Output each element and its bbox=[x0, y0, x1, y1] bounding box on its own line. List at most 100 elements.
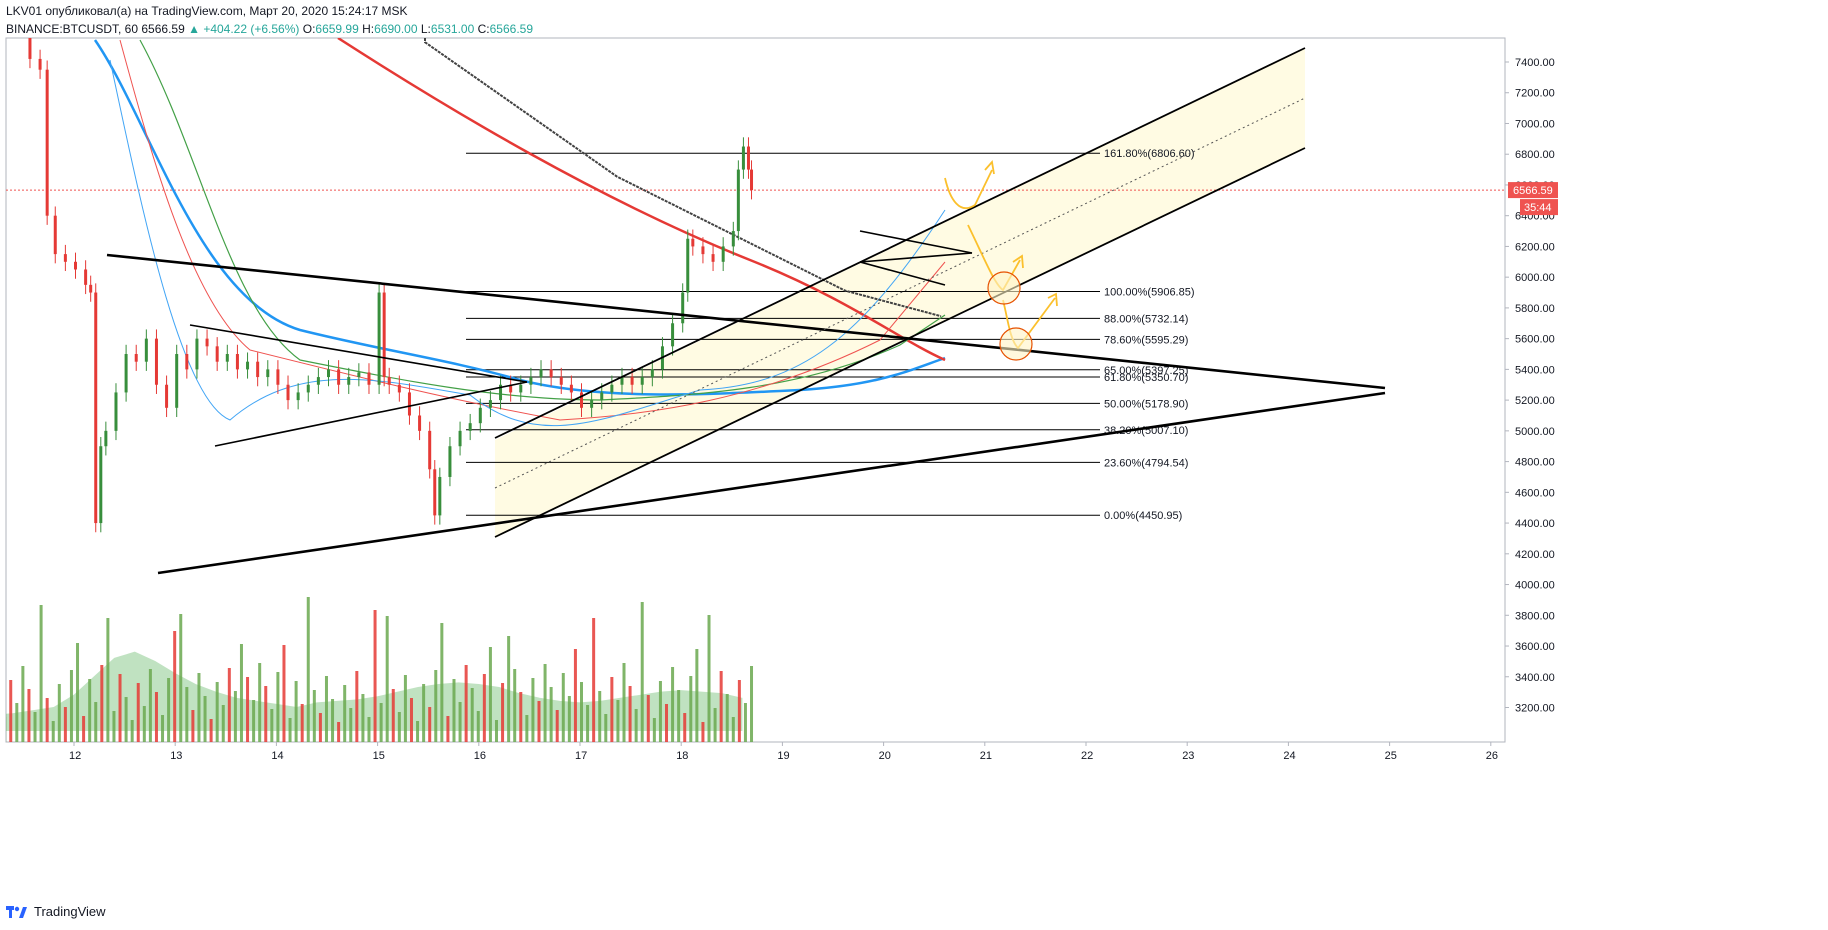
candle-body bbox=[28, 38, 32, 59]
volume-bar bbox=[592, 618, 596, 742]
volume-bar bbox=[118, 674, 122, 742]
volume-bar bbox=[9, 680, 13, 742]
candle-body bbox=[99, 446, 103, 524]
volume-bar bbox=[300, 704, 304, 742]
volume-bar bbox=[537, 701, 541, 742]
close-label: C: bbox=[477, 22, 490, 36]
volume-bar bbox=[598, 691, 602, 742]
candle-body bbox=[438, 476, 442, 516]
y-tick-label: 5600.00 bbox=[1515, 334, 1555, 346]
channel-upper bbox=[494, 47, 1306, 439]
candle-body bbox=[387, 377, 391, 385]
candle-body bbox=[590, 400, 594, 408]
pennant-lower bbox=[859, 261, 946, 286]
candle-body bbox=[580, 392, 583, 408]
triangle-upper bbox=[189, 324, 528, 383]
candle-body bbox=[750, 169, 754, 191]
volume-bar bbox=[737, 680, 741, 742]
x-tick-label: 26 bbox=[1486, 750, 1498, 762]
volume-bar bbox=[367, 717, 371, 742]
volume-bar bbox=[452, 679, 456, 742]
x-tick-label: 18 bbox=[676, 750, 688, 762]
candle-body bbox=[746, 146, 750, 170]
volume-bar bbox=[51, 721, 55, 742]
y-tick-label: 4000.00 bbox=[1515, 580, 1555, 592]
plot-area: 161.80%(6806.60) 100.00%(5906.85) 88.00%(5… bbox=[6, 38, 1505, 742]
volume-bar bbox=[713, 708, 717, 742]
candle-body bbox=[488, 400, 492, 408]
candle-body bbox=[53, 215, 57, 255]
volume-bar bbox=[719, 671, 723, 742]
candle-body bbox=[256, 361, 260, 378]
candle-body bbox=[89, 284, 93, 293]
volume-bar bbox=[88, 679, 92, 742]
volume-bar bbox=[39, 605, 43, 742]
volume-bar bbox=[45, 698, 49, 742]
volume-bar bbox=[258, 663, 262, 742]
candle-body bbox=[569, 384, 573, 393]
y-tick-label: 5800.00 bbox=[1515, 303, 1555, 315]
x-tick-label: 13 bbox=[170, 750, 182, 762]
y-tick-label: 6000.00 bbox=[1515, 272, 1555, 284]
volume-bar bbox=[246, 677, 250, 742]
volume-bar bbox=[21, 666, 25, 742]
volume-bar bbox=[94, 702, 98, 742]
y-tick-label: 7400.00 bbox=[1515, 57, 1555, 69]
volume-bar bbox=[106, 618, 110, 742]
candle-body bbox=[433, 469, 437, 516]
volume-bar bbox=[203, 696, 207, 742]
y-tick-label: 6200.00 bbox=[1515, 241, 1555, 253]
high-label: H: bbox=[362, 22, 375, 36]
candle-body bbox=[154, 338, 158, 385]
volume-bar bbox=[476, 711, 480, 742]
volume-bar bbox=[622, 663, 626, 742]
candle-body bbox=[367, 372, 371, 385]
y-tick-label: 4600.00 bbox=[1515, 487, 1555, 499]
volume-bar bbox=[209, 719, 213, 742]
volume-bar bbox=[148, 669, 152, 742]
volume-bar bbox=[646, 695, 650, 742]
countdown-tag-label: 35:44 bbox=[1524, 202, 1552, 214]
last-price-tag bbox=[1508, 182, 1558, 199]
ma-red bbox=[337, 38, 946, 362]
low-label: L: bbox=[420, 22, 431, 36]
candle-body bbox=[276, 369, 280, 385]
volume-bar bbox=[434, 670, 438, 742]
volume-bar bbox=[191, 710, 195, 742]
volume-bar bbox=[355, 671, 359, 742]
candle-body bbox=[731, 231, 735, 247]
volume-bar bbox=[331, 699, 335, 742]
volume-bar bbox=[652, 718, 656, 742]
volume-bar bbox=[689, 676, 693, 742]
volume-bar bbox=[488, 647, 492, 742]
candle-body bbox=[610, 384, 614, 393]
low-value: 6531.00 bbox=[430, 22, 475, 36]
volume-bar bbox=[379, 703, 383, 742]
volume-bar bbox=[725, 694, 729, 742]
y-tick-label: 4200.00 bbox=[1515, 549, 1555, 561]
candle-body bbox=[246, 361, 250, 370]
candle-body bbox=[701, 246, 705, 255]
x-tick-label: 23 bbox=[1182, 750, 1194, 762]
volume-bar bbox=[179, 614, 183, 742]
target-circle-1 bbox=[987, 271, 1021, 305]
volume-bar bbox=[337, 722, 341, 742]
volume-bar bbox=[33, 712, 37, 742]
volume-bar bbox=[561, 673, 565, 742]
volume-bar bbox=[312, 690, 316, 742]
volume-bar bbox=[677, 690, 681, 742]
x-tick-label: 20 bbox=[879, 750, 891, 762]
volume-bar bbox=[494, 720, 498, 742]
candle-body bbox=[711, 254, 715, 262]
volume-bar bbox=[640, 602, 644, 742]
volume-bar bbox=[701, 722, 705, 742]
x-tick-label: 15 bbox=[373, 750, 385, 762]
volume-bar bbox=[501, 683, 505, 742]
ascending-trendline bbox=[157, 391, 1386, 575]
volume-bar bbox=[549, 687, 553, 742]
candle-body bbox=[306, 384, 310, 393]
y-tick-label: 7200.00 bbox=[1515, 88, 1555, 100]
volume-bar bbox=[403, 675, 407, 742]
volume-bar bbox=[750, 666, 754, 742]
